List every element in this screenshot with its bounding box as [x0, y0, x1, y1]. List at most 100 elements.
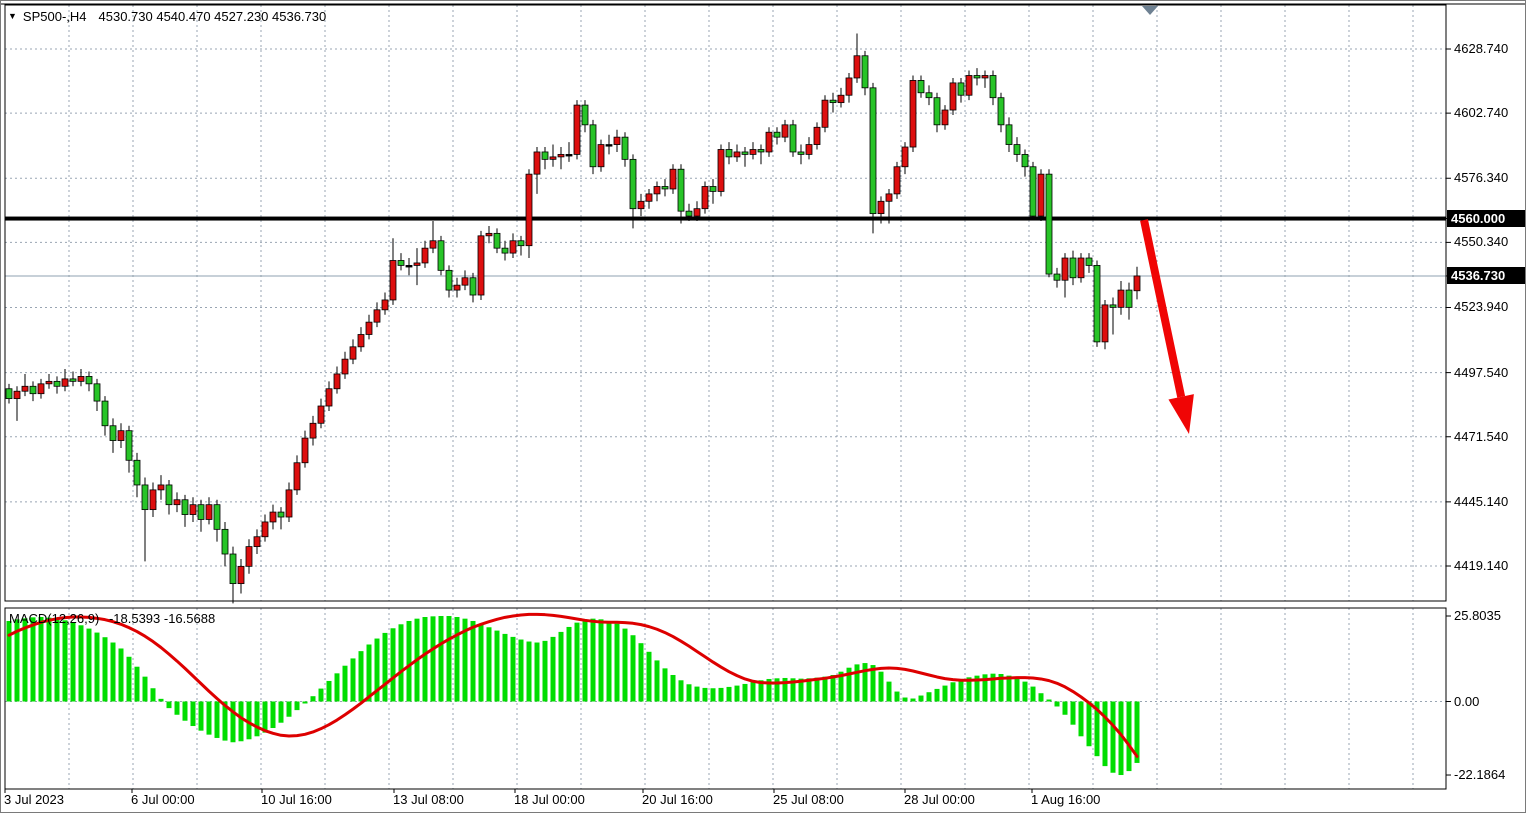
candle-body — [589, 124, 597, 168]
macd-histogram-bar — [518, 639, 524, 702]
candle-body — [485, 232, 493, 237]
candle-body — [989, 75, 997, 99]
macd-histogram-bar — [166, 701, 172, 709]
macd-histogram-bar — [638, 643, 644, 702]
candle-body — [981, 75, 989, 79]
macd-histogram-bar — [766, 678, 772, 702]
price-axis-label: 4445.140 — [1454, 493, 1509, 509]
candle-body — [613, 136, 621, 145]
macd-histogram-bar — [1014, 678, 1020, 702]
collapse-triangle-icon[interactable]: ▼ — [8, 11, 17, 21]
macd-histogram-bar — [878, 671, 884, 702]
macd-name-label: MACD(12,26,9) — [9, 611, 100, 626]
candle-body — [749, 149, 757, 155]
candle-body — [21, 385, 29, 392]
macd-histogram-bar — [918, 695, 924, 702]
macd-histogram-bar — [838, 671, 844, 702]
candle-body — [541, 151, 549, 160]
macd-histogram-bar — [926, 692, 932, 702]
scroll-marker-icon[interactable] — [1142, 6, 1158, 15]
macd-histogram-bar — [198, 701, 204, 731]
macd-histogram-bar — [310, 696, 316, 702]
macd-histogram-bar — [302, 701, 308, 704]
candle-body — [29, 385, 37, 395]
macd-histogram-bar — [718, 687, 724, 702]
candle-body — [181, 499, 189, 515]
candle-body — [301, 437, 309, 464]
candle-body — [757, 149, 765, 153]
candle-body — [573, 104, 581, 155]
macd-histogram-bar — [526, 641, 532, 702]
price-axis-label: 4497.540 — [1454, 364, 1509, 380]
candle-body — [173, 499, 181, 506]
macd-histogram-bar — [534, 642, 540, 702]
macd-histogram-bar — [854, 664, 860, 702]
candle-body — [861, 55, 869, 89]
macd-histogram-bar — [1094, 701, 1100, 757]
macd-histogram-bar — [606, 620, 612, 702]
macd-histogram-bar — [982, 674, 988, 702]
macd-histogram-bar — [990, 673, 996, 702]
candle-body — [645, 193, 653, 202]
macd-histogram-bar — [622, 628, 628, 702]
candle-body — [661, 186, 669, 190]
macd-histogram-bar — [150, 688, 156, 702]
candle-body — [941, 109, 949, 126]
candle-body — [1069, 257, 1077, 279]
candle-body — [1029, 166, 1037, 217]
macd-histogram-bar — [750, 681, 756, 702]
candle-body — [533, 151, 541, 175]
candle-body — [69, 378, 77, 382]
candle-body — [221, 528, 229, 555]
macd-histogram-bar — [958, 679, 964, 702]
price-axis-label: 4628.740 — [1454, 41, 1509, 56]
candle-body — [477, 235, 485, 296]
price-axis-label: 4602.740 — [1454, 105, 1509, 121]
candle-body — [525, 173, 533, 247]
candle-body — [1125, 289, 1133, 308]
candle-body — [517, 240, 525, 247]
candle-body — [1077, 257, 1085, 279]
main-panel-frame — [4, 4, 1447, 602]
macd-histogram-bar — [590, 618, 596, 702]
candle-body — [805, 144, 813, 155]
trend-arrow-head[interactable] — [1168, 394, 1194, 434]
candle-body — [901, 146, 909, 168]
macd-histogram-bar — [270, 701, 276, 729]
macd-histogram-bar — [742, 683, 748, 702]
candle-body — [925, 92, 933, 99]
macd-histogram-bar — [830, 674, 836, 702]
horizontal-line-4560[interactable] — [5, 216, 1446, 221]
macd-histogram-bar — [430, 616, 436, 702]
macd-histogram-bar — [566, 626, 572, 702]
candle-body — [693, 208, 701, 217]
candle-body — [493, 232, 501, 249]
macd-histogram-bar — [502, 633, 508, 702]
candle-body — [509, 240, 517, 254]
candle-body — [845, 77, 853, 96]
macd-histogram-bar — [214, 701, 220, 738]
macd-histogram-bar — [350, 658, 356, 702]
macd-histogram-bar — [1078, 701, 1084, 737]
macd-histogram-bar — [342, 665, 348, 702]
macd-histogram-bar — [286, 701, 292, 717]
macd-histogram-bar — [374, 638, 380, 702]
ohlc-values-label: 4530.730 4540.470 4527.230 4536.730 — [98, 9, 327, 24]
candle-body — [1101, 304, 1109, 343]
candle-body — [853, 55, 861, 79]
macd-histogram-bar — [438, 616, 444, 702]
macd-histogram-bar — [974, 675, 980, 702]
macd-histogram-bar — [142, 676, 148, 702]
candle-body — [781, 124, 789, 138]
date-axis-label: 10 Jul 16:00 — [261, 792, 332, 807]
macd-histogram-bar — [6, 620, 12, 702]
candle-body — [893, 166, 901, 195]
candle-body — [997, 97, 1005, 126]
macd-panel-frame — [4, 607, 1447, 790]
macd-histogram-bar — [30, 617, 36, 702]
trend-arrow-shaft[interactable] — [1140, 219, 1186, 398]
macd-histogram-bar — [870, 665, 876, 702]
date-axis-label: 20 Jul 16:00 — [642, 792, 713, 807]
date-axis-label: 13 Jul 08:00 — [393, 792, 464, 807]
